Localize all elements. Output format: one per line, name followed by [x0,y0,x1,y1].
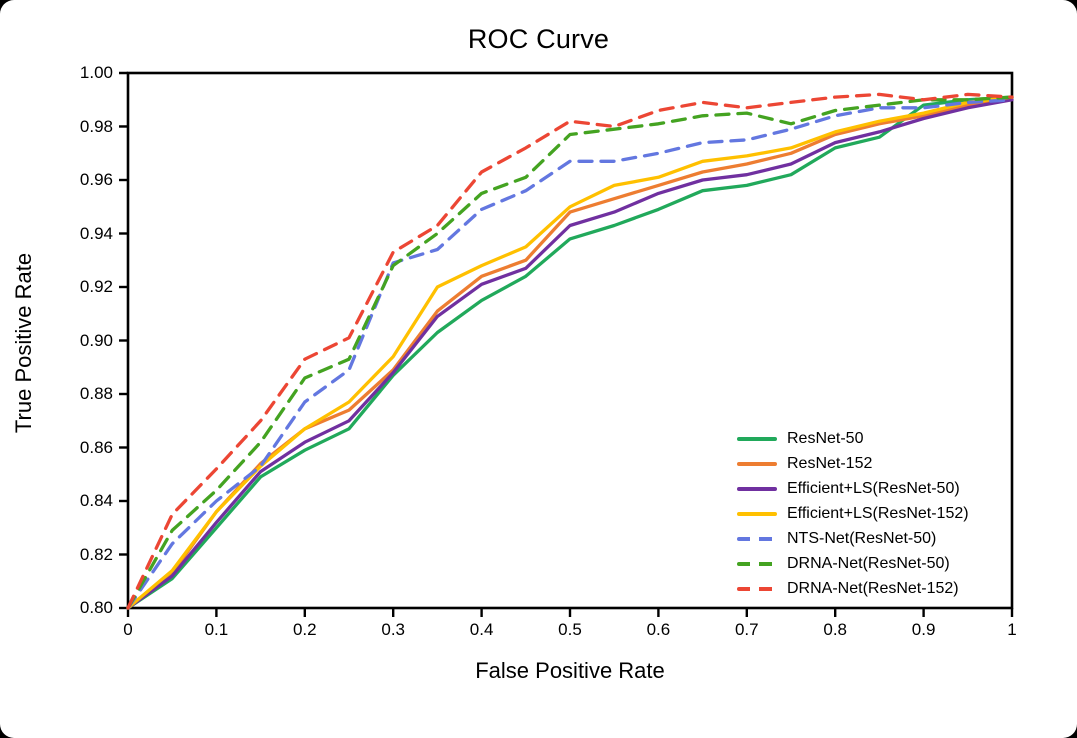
legend-line-swatch [737,586,777,591]
y-tick-label: 0.80 [79,598,113,617]
x-tick-label: 0.8 [823,620,848,639]
legend-line-swatch [737,436,777,441]
x-tick-label: 0.6 [646,620,671,639]
y-tick-label: 0.84 [79,491,113,510]
series-line-resnet-50 [126,95,1014,610]
legend-line-swatch [737,561,777,566]
legend-label: Efficient+LS(ResNet-152) [787,504,969,522]
series-line-efficient-ls-resnet-50- [126,98,1014,610]
y-tick-label: 0.98 [79,116,113,136]
y-tick-label: 0.90 [79,330,113,350]
legend-label: NTS-Net(ResNet-50) [787,529,937,547]
legend-item: DRNA-Net(ResNet-50) [737,551,969,576]
x-tick-label: 0 [123,620,133,639]
legend-line-swatch [737,536,777,541]
legend-item: ResNet-152 [737,451,969,476]
legend-label: Efficient+LS(ResNet-50) [787,479,960,497]
legend-line-swatch [737,486,777,491]
legend-item: Efficient+LS(ResNet-152) [737,501,969,526]
series-line-efficient-ls-resnet-152- [126,95,1014,610]
series-line-drna-net-resnet-50- [126,95,1014,610]
y-tick-label: 0.96 [79,170,113,189]
legend-label: DRNA-Net(ResNet-152) [787,579,959,597]
x-tick-label: 0.7 [734,620,759,639]
legend-label: DRNA-Net(ResNet-50) [787,554,950,572]
x-tick-label: 0.4 [469,620,494,639]
legend-item: DRNA-Net(ResNet-152) [737,576,969,601]
series-line-drna-net-resnet-152- [126,92,1014,610]
y-tick-label: 0.88 [79,384,113,403]
x-axis-label: False Positive Rate [475,658,665,683]
legend-item: ResNet-50 [737,426,969,451]
x-tick-label: 0.2 [292,620,317,639]
x-tick-label: 0.5 [558,620,582,639]
x-tick-label: 0.9 [911,620,936,639]
legend: ResNet-50 ResNet-152 Efficient+LS(ResNet-5… [737,426,969,601]
y-tick-label: 0.92 [79,277,113,296]
chart-title: ROC Curve [467,24,610,54]
legend-item: NTS-Net(ResNet-50) [737,526,969,551]
legend-item: Efficient+LS(ResNet-50) [737,476,969,501]
legend-line-swatch [737,461,777,466]
y-tick-label: 1.00 [79,63,113,82]
legend-label: ResNet-50 [787,429,864,447]
y-tick-label: 0.94 [79,223,113,243]
x-tick-label: 0.3 [381,620,406,639]
y-tick-label: 0.82 [79,544,113,564]
series-line-nts-net-resnet-50- [126,98,1014,610]
x-tick-label: 1 [1007,620,1017,639]
y-tick-label: 0.86 [79,437,113,457]
x-tick-label: 0.1 [204,620,229,639]
legend-line-swatch [737,511,777,516]
legend-label: ResNet-152 [787,454,873,472]
